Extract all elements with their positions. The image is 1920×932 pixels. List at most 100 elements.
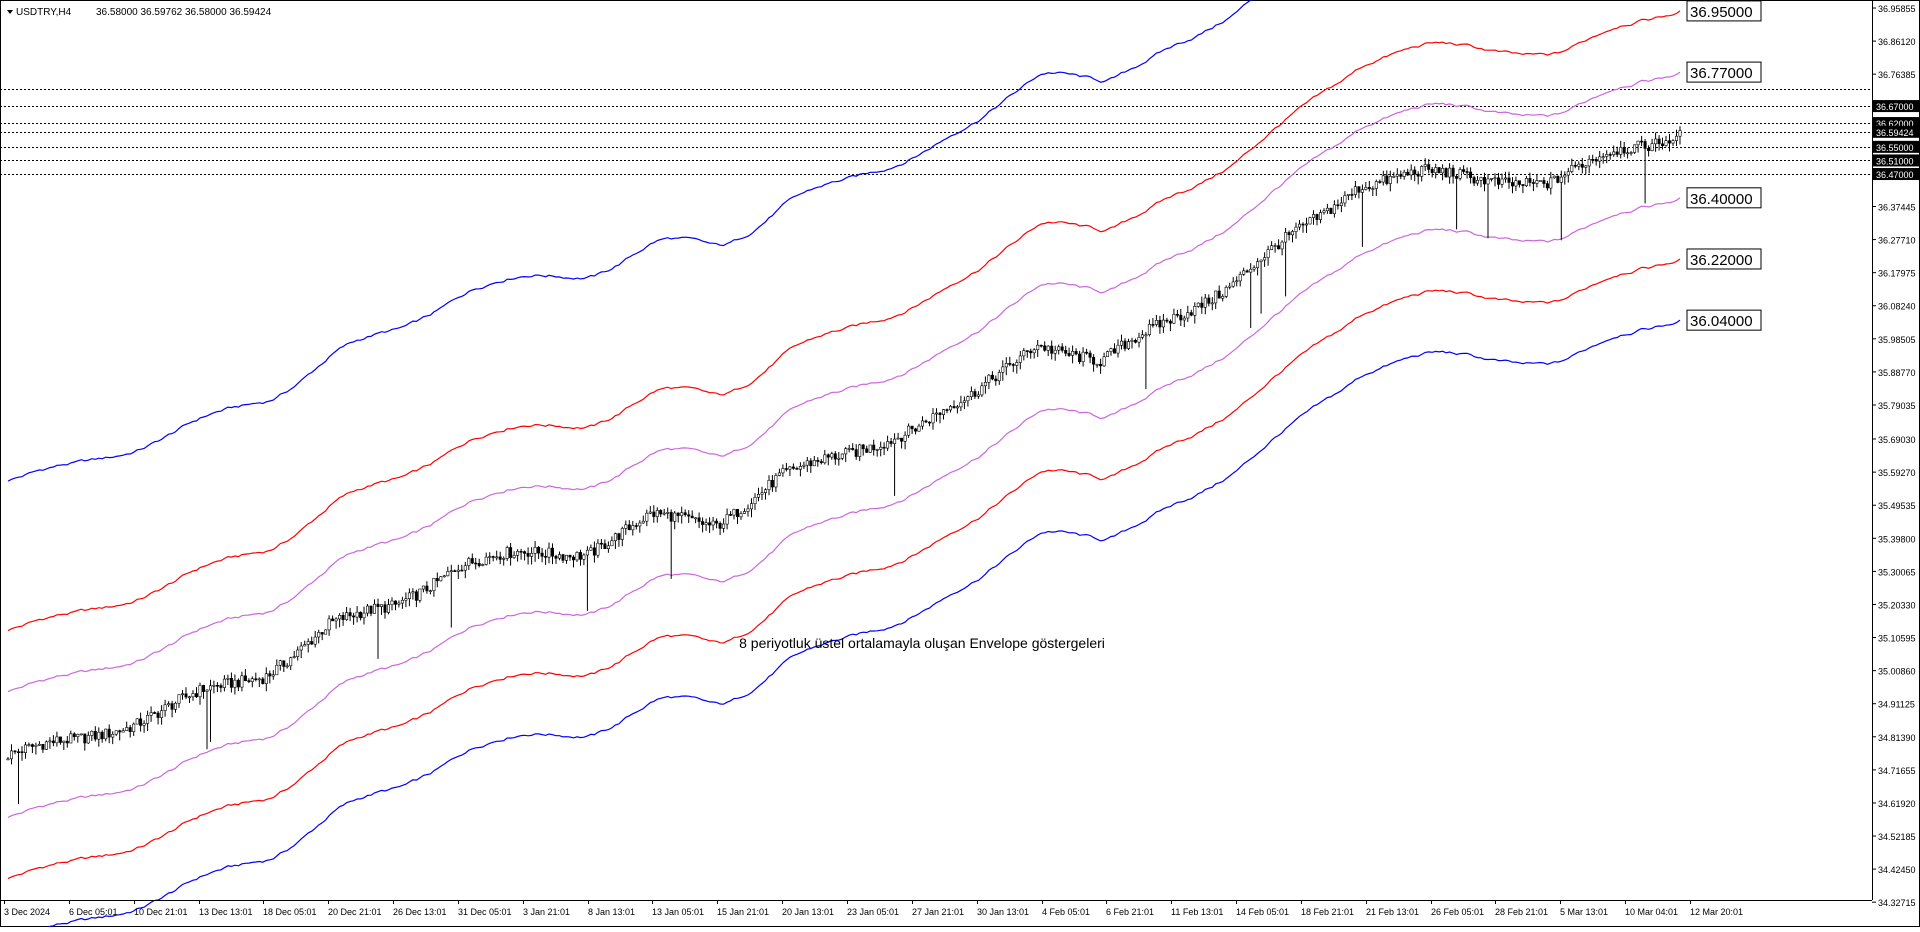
candle-body <box>1573 165 1577 167</box>
candle-body <box>456 569 460 572</box>
candle-body <box>58 736 62 743</box>
candle-body <box>1266 249 1270 258</box>
candle-body <box>1071 351 1075 356</box>
candle-body <box>844 448 848 455</box>
candle-body <box>1305 223 1309 226</box>
price-tick-label: 35.00860 <box>1878 667 1916 677</box>
candle-body <box>722 523 726 529</box>
candle-body <box>1001 366 1005 373</box>
callout-box <box>1686 0 1762 22</box>
candle-body <box>1413 169 1417 175</box>
candle-body <box>1601 156 1605 158</box>
candle-body <box>610 540 614 547</box>
candle-body <box>865 448 869 453</box>
time-tick-label: 13 Jan 05:01 <box>652 907 704 917</box>
candle-body <box>809 460 813 467</box>
callout-label: 36.04000 <box>1690 313 1753 330</box>
candle-body <box>1594 159 1598 162</box>
candle-body <box>435 577 439 582</box>
candle-body <box>530 552 534 557</box>
time-tick-label: 3 Dec 2024 <box>4 907 50 917</box>
price-tick-label: 34.32715 <box>1878 898 1916 908</box>
candle-body <box>1249 268 1253 273</box>
candle-body <box>1549 177 1553 189</box>
candle-body <box>442 575 446 578</box>
candle-body <box>250 678 254 682</box>
candle-body <box>1011 364 1015 366</box>
candle-body <box>428 590 432 593</box>
price-tick-label: 36.86120 <box>1878 37 1916 47</box>
candle-body <box>1643 141 1647 149</box>
price-tick-label: 36.37445 <box>1878 202 1916 212</box>
candle-body <box>215 684 219 687</box>
price-tick-label: 34.81390 <box>1878 733 1916 743</box>
candle-body <box>1022 350 1026 357</box>
candle-body <box>1605 154 1609 157</box>
time-tick-label: 6 Feb 21:01 <box>1106 907 1154 917</box>
candle-body <box>264 673 268 684</box>
candle-body <box>1315 214 1319 220</box>
candle-body <box>934 412 938 415</box>
price-tick-label: 35.59270 <box>1878 468 1916 478</box>
candle-body <box>306 641 310 645</box>
envelope-inner-upper <box>7 71 1681 693</box>
candle-body <box>1486 178 1490 185</box>
price-tick-label: 35.79035 <box>1878 401 1916 411</box>
time-tick-label: 13 Dec 13:01 <box>199 907 253 917</box>
candle-body <box>533 546 537 554</box>
price-tick-label: 35.49535 <box>1878 501 1916 511</box>
candle-body <box>980 385 984 396</box>
candle-body <box>1458 169 1462 179</box>
candle-body <box>432 577 436 591</box>
callout-box <box>1686 61 1762 83</box>
price-tag-bg <box>1873 140 1919 153</box>
ohlc-label: 36.58000 36.59762 36.58000 36.59424 <box>96 7 272 18</box>
candle-body <box>463 565 467 571</box>
candle-body <box>1158 319 1162 328</box>
annotation-text: 8 periyotluk üstel ortalamayla oluşan En… <box>739 635 1105 651</box>
candle-body <box>550 547 554 557</box>
candle-body <box>1140 334 1144 338</box>
candle-body <box>268 673 272 677</box>
candle-body <box>1106 351 1110 358</box>
candle-body <box>1210 302 1214 305</box>
candle-body <box>37 743 41 746</box>
candle-body <box>952 406 956 409</box>
candle-body <box>976 394 980 397</box>
menu-triangle-icon[interactable] <box>7 10 13 14</box>
candle-body <box>1556 175 1560 183</box>
candle-body <box>613 533 617 541</box>
candle-body <box>1280 241 1284 250</box>
candle-body <box>1270 245 1274 250</box>
candle-body <box>181 693 185 696</box>
candle-body <box>222 678 226 688</box>
price-tick-label: 35.30065 <box>1878 567 1916 577</box>
candle-body <box>1228 285 1232 288</box>
candle-body <box>348 612 352 617</box>
price-tag-bg <box>1873 117 1919 130</box>
candle-body <box>229 677 233 688</box>
candle-body <box>27 744 31 746</box>
candle-body <box>407 592 411 600</box>
candle-body <box>132 723 136 732</box>
candle-body <box>816 459 820 462</box>
candle-body <box>1437 167 1441 174</box>
candle-body <box>1025 350 1029 352</box>
candle-body <box>149 712 153 716</box>
candle-body <box>948 406 952 411</box>
candle-body <box>1193 305 1197 316</box>
candle-body <box>453 570 457 573</box>
candle-body <box>578 552 582 560</box>
candle-body <box>111 733 115 738</box>
candle-body <box>195 693 199 698</box>
candle-body <box>1367 187 1371 189</box>
candle-body <box>107 728 111 738</box>
chart-header: USDTRY,H4 36.58000 36.59762 36.58000 36.… <box>7 7 272 18</box>
price-tick-label: 35.98505 <box>1878 335 1916 345</box>
candle-body <box>959 402 963 408</box>
candle-body <box>617 533 621 540</box>
candle-body <box>683 512 687 516</box>
